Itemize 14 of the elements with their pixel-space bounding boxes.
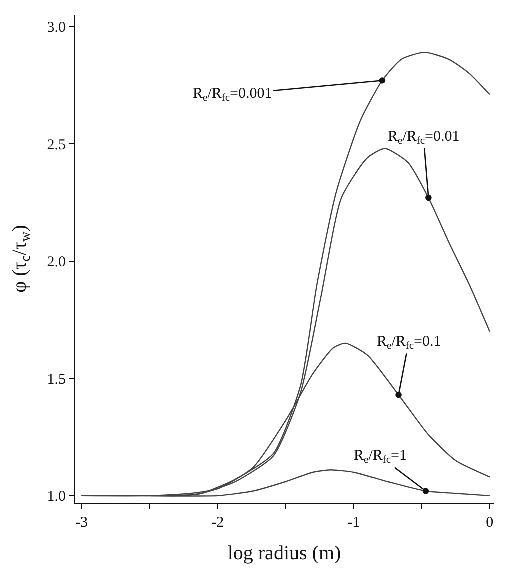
y-tick-label: 1.0 [47,489,66,506]
x-tick-label: -1 [348,515,360,531]
annotation: R$_{e}$/R$_{fc}$=0.1 [377,334,442,352]
annotation: R$_{e}$/R$_{fc}$=0.01 [388,129,460,148]
y-tick-label: 2.0 [47,254,66,271]
x-tick-label: 0 [486,515,494,531]
y-tick-label: 1.5 [47,372,66,388]
annotation: R$_{e}$/R$_{fc}$=1 [354,448,408,466]
annotation: R$_{e}$/R$_{fc}$=0.001 [193,86,272,104]
y-tick-label: 2.5 [47,137,66,154]
x-axis-title: log radius (m) [228,542,342,564]
x-tick-label: -2 [212,515,224,531]
x-tick-label: -3 [76,515,88,531]
y-tick-label: 3.0 [47,20,66,36]
